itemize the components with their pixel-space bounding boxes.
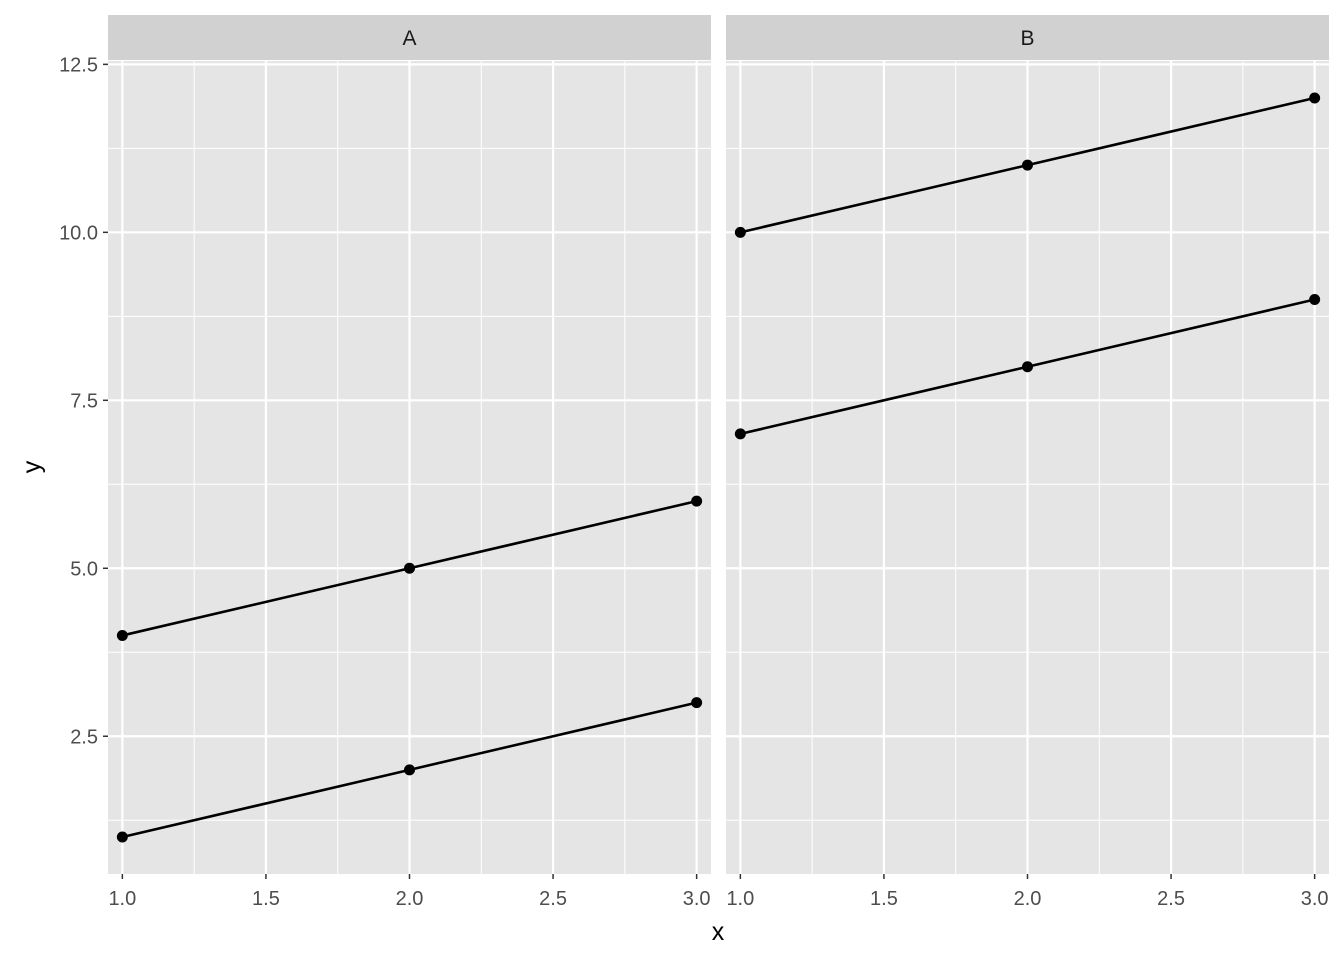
facet-strip bbox=[108, 15, 711, 60]
facet-strip bbox=[726, 15, 1329, 60]
y-tick-label: 7.5 bbox=[70, 390, 98, 412]
y-axis: 2.5 5.0 7.5 10.0 12.5 bbox=[59, 54, 108, 748]
x-tick-label: 2.5 bbox=[539, 888, 567, 910]
facet-strip-label: A bbox=[402, 27, 416, 50]
data-point bbox=[1022, 361, 1033, 373]
data-point bbox=[691, 697, 703, 709]
facet-panel-b: B 1.0 1.5 2.0 2.5 3.0 bbox=[726, 15, 1329, 910]
x-tick-label: 2.0 bbox=[1014, 888, 1042, 910]
x-axis-title: x bbox=[712, 918, 725, 946]
y-axis-title: y bbox=[18, 460, 46, 473]
y-tick-label: 2.5 bbox=[70, 726, 98, 748]
x-tick-label: 3.0 bbox=[683, 888, 711, 910]
x-tick-label: 3.0 bbox=[1301, 888, 1329, 910]
data-point bbox=[116, 629, 128, 641]
data-point bbox=[734, 428, 746, 440]
data-point bbox=[1309, 92, 1321, 104]
data-point bbox=[116, 831, 128, 843]
data-point bbox=[1309, 294, 1321, 306]
facet-panel-a: A 1.0 1.5 2.0 2.5 3.0 bbox=[108, 15, 711, 910]
x-tick-label: 1.0 bbox=[726, 888, 754, 910]
x-tick-label: 1.5 bbox=[252, 888, 280, 910]
facet-strip-label: B bbox=[1020, 27, 1034, 50]
data-point bbox=[404, 562, 415, 574]
y-tick-label: 10.0 bbox=[59, 222, 98, 244]
data-point bbox=[1022, 159, 1033, 171]
data-point bbox=[691, 495, 703, 507]
facet-panels: A 1.0 1.5 2.0 2.5 3.0 B 1.0 1.5 2.0 2.5 3.0 bbox=[108, 15, 1329, 910]
x-tick-label: 2.5 bbox=[1157, 888, 1185, 910]
y-tick-label: 5.0 bbox=[70, 558, 98, 580]
x-tick-label: 1.0 bbox=[108, 888, 136, 910]
x-tick-label: 2.0 bbox=[396, 888, 424, 910]
x-tick-label: 1.5 bbox=[870, 888, 898, 910]
y-tick-label: 12.5 bbox=[59, 54, 98, 76]
data-point bbox=[734, 226, 746, 238]
data-point bbox=[404, 764, 415, 776]
